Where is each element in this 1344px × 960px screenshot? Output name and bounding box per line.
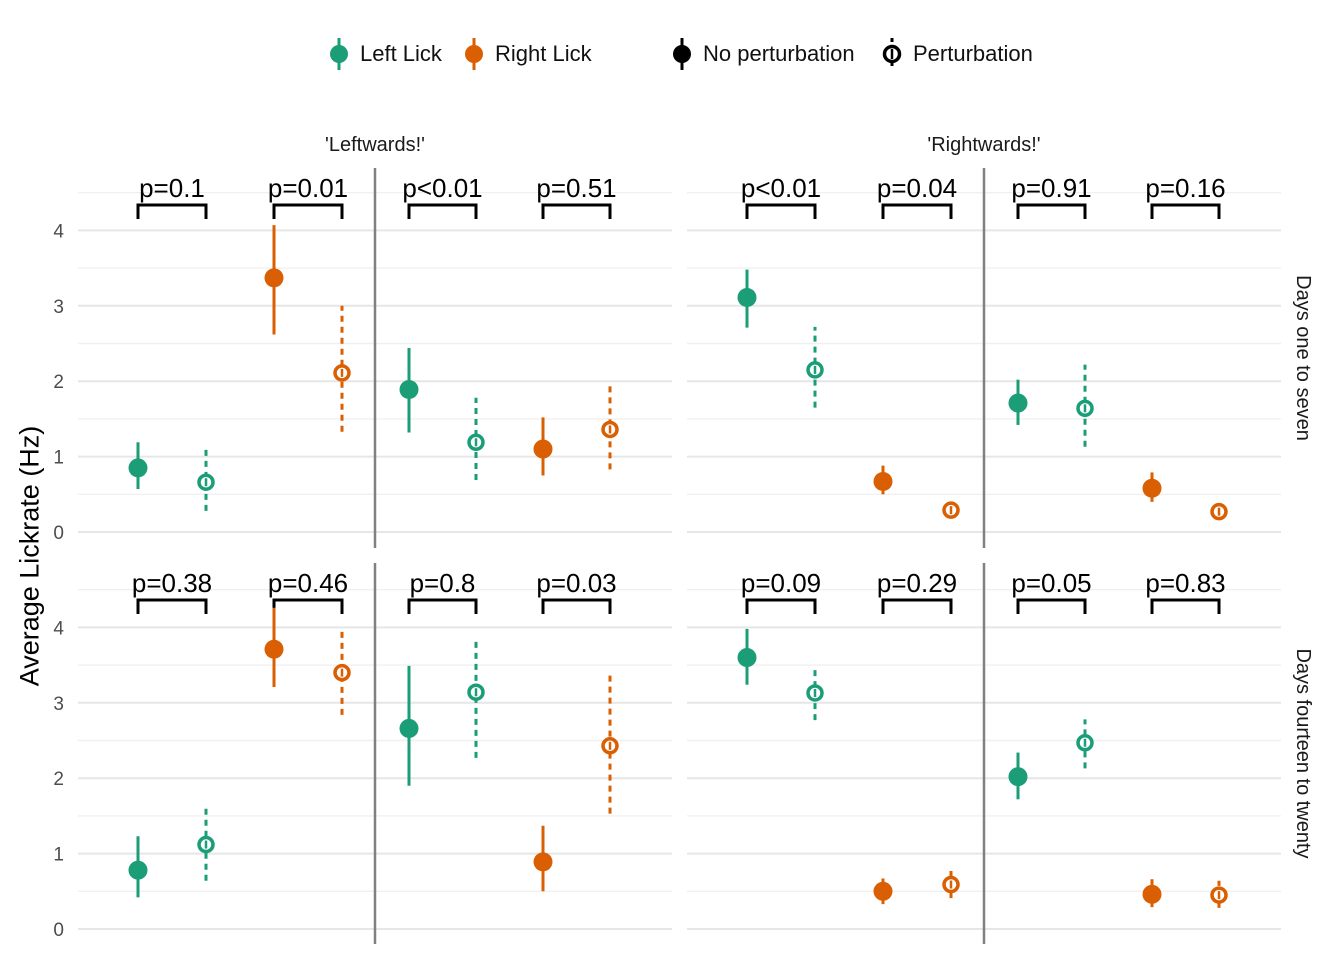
legend-item-perturbation: Perturbation xyxy=(879,36,1033,72)
significance-bracket xyxy=(541,203,612,219)
panel: p=0.09 p=0.29 p=0.05 p=0.83 xyxy=(687,563,1281,944)
point-filled xyxy=(873,471,893,491)
p-value-label: p=0.04 xyxy=(877,173,957,203)
legend-key-perturbation xyxy=(882,38,902,70)
point-filled xyxy=(264,268,284,288)
point-filled xyxy=(1142,478,1162,498)
significance-bracket xyxy=(136,598,208,614)
point-filled xyxy=(737,648,757,668)
p-value-label: p<0.01 xyxy=(741,173,821,203)
legend-item-no-perturbation: No perturbation xyxy=(669,36,855,72)
significance-bracket xyxy=(1016,598,1087,614)
p-value-label: p=0.51 xyxy=(536,173,616,203)
point-filled xyxy=(1142,884,1162,904)
legend-item-right-lick: Right Lick xyxy=(461,36,592,72)
significance-bracket xyxy=(541,598,612,614)
panel: 0 1 2 3 4 p=0.38 p=0.46 p=0.8 p=0.03 xyxy=(53,563,672,944)
point-filled xyxy=(128,458,148,478)
significance-bracket xyxy=(407,598,478,614)
y-tick-label: 1 xyxy=(53,845,64,866)
p-value-label: p=0.91 xyxy=(1011,173,1091,203)
point-filled xyxy=(873,881,893,901)
p-value-label: p=0.16 xyxy=(1145,173,1225,203)
p-value-label: p=0.8 xyxy=(410,568,476,598)
y-tick-label: 0 xyxy=(53,523,64,544)
significance-bracket xyxy=(272,203,344,219)
significance-bracket xyxy=(1150,598,1221,614)
y-tick-label: 3 xyxy=(53,694,64,715)
p-value-label: p=0.46 xyxy=(268,568,348,598)
significance-bracket xyxy=(1150,203,1221,219)
p-value-label: p=0.38 xyxy=(132,568,212,598)
point-filled xyxy=(737,288,757,308)
point-filled xyxy=(1008,767,1028,787)
y-tick-label: 2 xyxy=(53,372,64,393)
y-tick-label: 4 xyxy=(53,221,64,242)
legend-key-left-lick xyxy=(330,38,348,70)
y-tick-label: 4 xyxy=(53,618,64,639)
point-filled xyxy=(533,439,553,459)
legend-item-left-lick: Left Lick xyxy=(326,36,442,72)
row-strip-label: Days fourteen to twenty xyxy=(1292,648,1314,858)
legend-label-no-perturbation: No perturbation xyxy=(703,41,855,66)
p-value-label: p=0.09 xyxy=(741,568,821,598)
point-filled xyxy=(399,379,419,399)
y-tick-label: 2 xyxy=(53,769,64,790)
significance-bracket xyxy=(136,203,208,219)
significance-bracket xyxy=(1016,203,1087,219)
panel: 0 1 2 3 4 p=0.1 p=0.01 p<0.01 p=0.51 xyxy=(53,168,672,548)
point-filled xyxy=(399,718,419,738)
point-filled xyxy=(128,860,148,880)
point-filled xyxy=(264,639,284,659)
legend-label-left-lick: Left Lick xyxy=(360,41,442,66)
point-filled xyxy=(1008,393,1028,413)
p-value-label: p=0.29 xyxy=(877,568,957,598)
significance-bracket xyxy=(745,598,817,614)
p-value-label: p=0.83 xyxy=(1145,568,1225,598)
significance-bracket xyxy=(881,203,953,219)
significance-bracket xyxy=(407,203,478,219)
y-tick-label: 1 xyxy=(53,448,64,469)
significance-bracket xyxy=(881,598,953,614)
legend-key-right-lick xyxy=(465,38,483,70)
column-strip-label: 'Rightwards!' xyxy=(927,134,1040,156)
p-value-label: p<0.01 xyxy=(402,173,482,203)
legend-key-no-perturbation xyxy=(673,38,691,70)
legend-label-perturbation: Perturbation xyxy=(913,41,1033,66)
legend: Left Lick Right Lick No perturbation Per… xyxy=(0,36,1344,72)
legend-label-right-lick: Right Lick xyxy=(495,41,592,66)
p-value-label: p=0.05 xyxy=(1011,568,1091,598)
p-value-label: p=0.1 xyxy=(139,173,205,203)
p-value-label: p=0.01 xyxy=(268,173,348,203)
row-strip-label: Days one to seven xyxy=(1292,275,1314,441)
y-tick-label: 0 xyxy=(53,920,64,941)
column-strip-label: 'Leftwards!' xyxy=(325,134,425,156)
significance-bracket xyxy=(745,203,817,219)
p-value-label: p=0.03 xyxy=(536,568,616,598)
y-tick-label: 3 xyxy=(53,297,64,318)
significance-bracket xyxy=(272,598,344,614)
point-filled xyxy=(533,852,553,872)
panel: p<0.01 p=0.04 p=0.91 p=0.16 xyxy=(687,168,1281,548)
